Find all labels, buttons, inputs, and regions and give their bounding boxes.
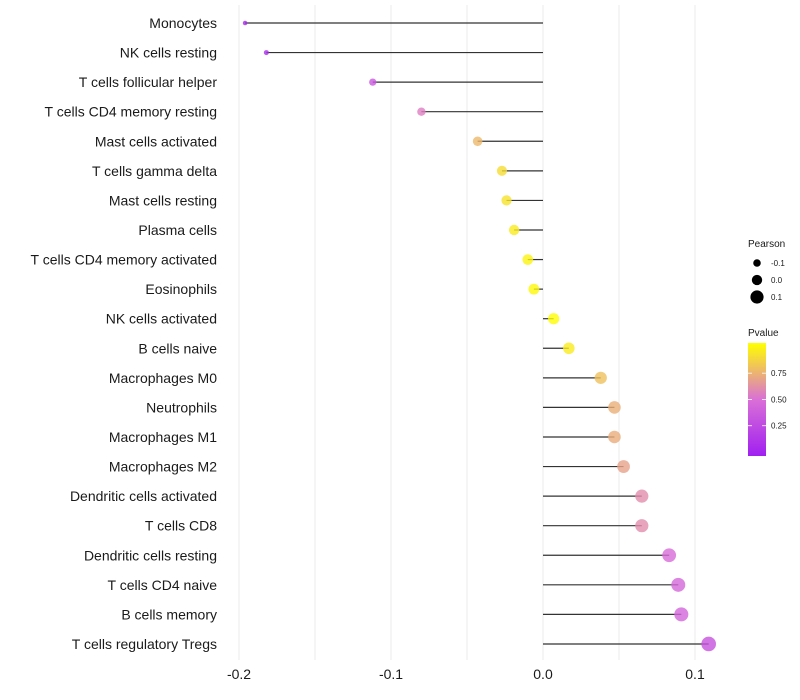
x-tick-label: -0.2 (227, 666, 251, 682)
y-tick-label: Mast cells resting (109, 192, 217, 208)
lollipop-point (594, 371, 607, 384)
y-tick-label: T cells regulatory Tregs (72, 636, 217, 652)
lollipop-point (528, 283, 540, 295)
legend-size-title: Pearson (748, 239, 785, 250)
x-axis-ticks: -0.2 -0.1 0.0 0.1 (227, 666, 705, 682)
lollipop-point (496, 165, 508, 176)
legend-color-title: Pvalue (748, 328, 779, 339)
color-legend-ticks: 0.25 0.50 0.75 (748, 369, 787, 431)
x-tick-label: 0.0 (533, 666, 553, 682)
y-tick-label: Neutrophils (146, 399, 217, 415)
y-tick-label: Dendritic cells resting (84, 547, 217, 563)
y-tick-label: T cells CD4 naive (108, 577, 218, 593)
x-tick-label: -0.1 (379, 666, 403, 682)
lollipop-point (548, 313, 560, 325)
y-tick-label: B cells memory (121, 606, 217, 622)
y-tick-label: T cells follicular helper (79, 74, 218, 90)
lollipop-stems (245, 22, 709, 645)
y-tick-label: Dendritic cells activated (70, 488, 217, 504)
y-axis-labels: Monocytes NK cells resting T cells follicu… (31, 15, 218, 652)
size-legend-items: -0.1 0.0 0.1 (750, 259, 785, 304)
lollipop-point (501, 195, 512, 206)
lollipop-point (242, 20, 248, 26)
y-tick-label: Mast cells activated (95, 133, 217, 149)
legend: Pearson -0.1 0.0 0.1 Pvalue 0.25 0.50 0.75 (748, 239, 787, 456)
y-tick-label: NK cells resting (120, 45, 217, 61)
y-tick-label: B cells naive (138, 340, 217, 356)
y-tick-label: T cells gamma delta (92, 163, 217, 179)
size-legend-label: 0.1 (771, 293, 783, 302)
grid-lines (238, 5, 696, 660)
color-legend-label: 0.50 (771, 395, 787, 404)
size-legend-key (751, 274, 763, 286)
lollipop-point (608, 401, 621, 414)
lollipop-point (701, 636, 716, 652)
y-tick-label: T cells CD8 (145, 518, 217, 534)
lollipop-points (242, 20, 716, 652)
lollipop-point (417, 107, 426, 116)
lollipop-point (674, 607, 689, 622)
color-legend-label: 0.25 (771, 422, 787, 431)
y-tick-label: Macrophages M2 (109, 459, 217, 475)
lollipop-point (671, 577, 686, 592)
lollipop-point (617, 460, 630, 473)
lollipop-point (508, 224, 520, 236)
color-legend-label: 0.75 (771, 369, 787, 378)
size-legend-key (750, 290, 764, 304)
size-legend-label: -0.1 (771, 259, 785, 268)
y-tick-label: Macrophages M1 (109, 429, 217, 445)
lollipop-point (635, 519, 649, 533)
lollipop-point (369, 78, 377, 86)
lollipop-point (472, 136, 483, 147)
y-tick-label: NK cells activated (106, 311, 217, 327)
y-tick-label: Macrophages M0 (109, 370, 217, 386)
y-tick-label: Plasma cells (138, 222, 217, 238)
lollipop-point (563, 342, 575, 355)
color-bar (748, 343, 766, 456)
lollipop-point (608, 430, 621, 444)
size-legend-label: 0.0 (771, 276, 783, 285)
y-tick-label: T cells CD4 memory resting (45, 104, 217, 120)
lollipop-point (522, 254, 534, 265)
size-legend-key (753, 259, 761, 267)
lollipop-point (662, 548, 677, 563)
y-tick-label: Eosinophils (145, 281, 217, 297)
x-tick-label: 0.1 (685, 666, 705, 682)
y-tick-label: T cells CD4 memory activated (31, 252, 217, 268)
lollipop-point (635, 489, 649, 503)
lollipop-point (263, 50, 269, 56)
y-tick-label: Monocytes (149, 15, 217, 31)
